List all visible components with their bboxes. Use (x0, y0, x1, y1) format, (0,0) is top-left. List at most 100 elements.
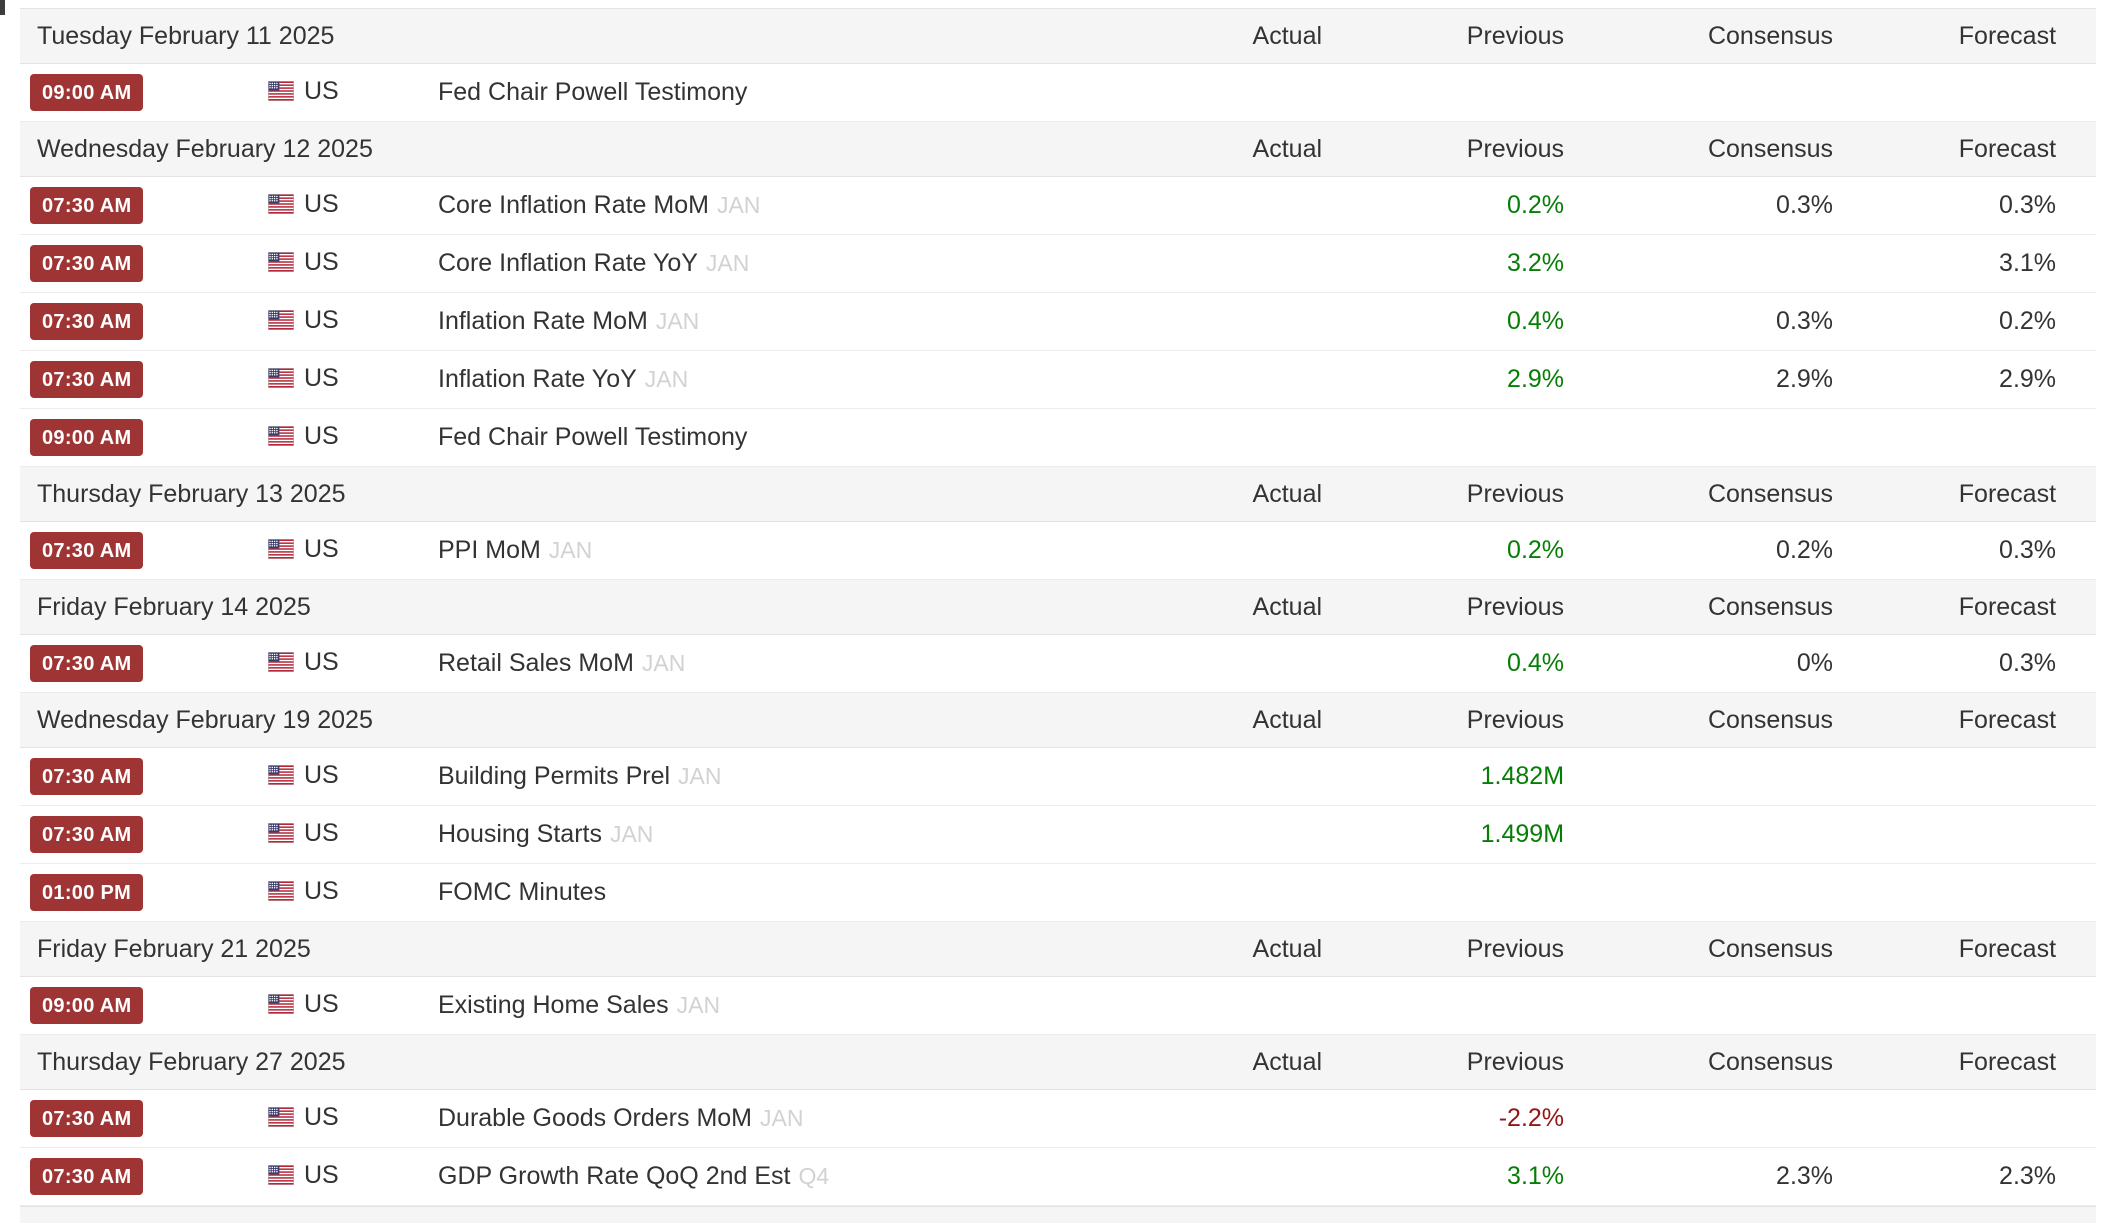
col-header-actual: Actual (1252, 479, 1323, 508)
col-header-consensus: Consensus (1707, 705, 1834, 734)
col-header-previous: Previous (1466, 21, 1565, 50)
time-badge: 07:30 AM (30, 1158, 144, 1195)
country-code: US (304, 364, 339, 392)
col-header-forecast: Forecast (1958, 134, 2057, 163)
date-header-row: Thursday February 13 2025 Actual Previous C… (20, 466, 2097, 522)
date-label: Thursday February 27 2025 (37, 1047, 346, 1076)
event-period-tag: JAN (609, 821, 654, 847)
event-row[interactable]: 09:00 AM US Fed Chair Powell Testimony (20, 408, 2097, 467)
country-code: US (304, 306, 339, 334)
previous-value: 2.9% (1507, 365, 1565, 393)
event-period-tag: JAN (678, 763, 722, 789)
event-period-tag: JAN (655, 308, 700, 334)
country-code: US (304, 648, 339, 676)
event-link[interactable]: Core Inflation Rate MoM (438, 191, 709, 219)
forecast-value (1873, 409, 2096, 467)
event-link[interactable]: Core Inflation Rate YoY (438, 249, 698, 277)
consensus-value: 0% (1796, 649, 1834, 677)
actual-value (1038, 235, 1362, 293)
event-row[interactable]: 01:00 PM US FOMC Minutes (20, 863, 2097, 922)
time-badge: 07:30 AM (30, 303, 144, 340)
col-header-actual: Actual (1252, 21, 1323, 50)
us-flag-icon (268, 308, 294, 337)
forecast-value: 2.3% (1999, 1162, 2057, 1190)
previous-value: 0.2% (1507, 191, 1565, 219)
consensus-value: 0.3% (1776, 307, 1834, 335)
event-row[interactable]: 07:30 AM US Core Inflation Rate MoM JAN 0.2%… (20, 176, 2097, 235)
event-link[interactable]: Durable Goods Orders MoM (438, 1104, 753, 1132)
event-row[interactable]: 07:30 AM US PPI MoM JAN 0.2% 0.2% 0.3% (20, 521, 2097, 580)
previous-value: 3.1% (1507, 1162, 1565, 1190)
forecast-value: 0.3% (1999, 191, 2057, 219)
time-badge: 07:30 AM (30, 816, 144, 853)
col-header-actual: Actual (1252, 592, 1323, 621)
event-link[interactable]: FOMC Minutes (438, 878, 607, 906)
event-row[interactable]: 07:30 AM US Core Inflation Rate YoY JAN 3.2%… (20, 234, 2097, 293)
event-link[interactable]: GDP Growth Rate QoQ 2nd Est (438, 1162, 791, 1190)
event-row[interactable]: 07:30 AM US Housing Starts JAN 1.499M (20, 805, 2097, 864)
date-label: Wednesday February 12 2025 (37, 134, 373, 163)
country-code: US (304, 1103, 339, 1131)
previous-value (1362, 864, 1604, 922)
col-header-actual: Actual (1252, 934, 1323, 963)
event-link[interactable]: Retail Sales MoM (438, 649, 634, 677)
event-row[interactable]: 07:30 AM US GDP Growth Rate QoQ 2nd Est Q4 3… (20, 1147, 2097, 1206)
consensus-value (1604, 748, 1873, 806)
country-code: US (304, 77, 339, 105)
country-code: US (304, 535, 339, 563)
us-flag-icon (268, 79, 294, 108)
event-link[interactable]: PPI MoM (438, 536, 541, 564)
event-row[interactable]: 09:00 AM US Existing Home Sales JAN (20, 976, 2097, 1035)
date-label: Friday February 14 2025 (37, 592, 311, 621)
consensus-value (1604, 806, 1873, 864)
event-row[interactable]: 07:30 AM US Building Permits Prel JAN 1.482M (20, 747, 2097, 806)
date-header-row: Thursday February 27 2025 Actual Previous C… (20, 1034, 2097, 1090)
event-row[interactable]: 07:30 AM US Inflation Rate MoM JAN 0.4% 0.3% 0… (20, 292, 2097, 351)
us-flag-icon (268, 992, 294, 1021)
previous-value: 1.482M (1480, 762, 1565, 790)
col-header-previous: Previous (1466, 479, 1565, 508)
col-header-actual: Actual (1252, 705, 1323, 734)
event-row[interactable]: 07:30 AM US Durable Goods Orders MoM JAN -2.… (20, 1089, 2097, 1148)
event-row[interactable]: 07:30 AM US Inflation Rate YoY JAN 2.9% 2.9% 2… (20, 350, 2097, 409)
actual-value (1038, 806, 1362, 864)
us-flag-icon (268, 537, 294, 566)
next-date-row-partial (20, 1206, 2096, 1223)
forecast-value: 0.2% (1999, 307, 2057, 335)
event-link[interactable]: Building Permits Prel (438, 762, 671, 790)
time-badge: 07:30 AM (30, 758, 144, 795)
us-flag-icon (268, 763, 294, 792)
country-code: US (304, 819, 339, 847)
time-badge: 09:00 AM (30, 987, 144, 1024)
us-flag-icon (268, 650, 294, 679)
date-label: Tuesday February 11 2025 (37, 21, 335, 50)
col-header-forecast: Forecast (1958, 705, 2057, 734)
col-header-consensus: Consensus (1707, 134, 1834, 163)
event-period-tag: JAN (644, 366, 689, 392)
event-link[interactable]: Fed Chair Powell Testimony (438, 78, 748, 106)
event-link[interactable]: Inflation Rate YoY (438, 365, 637, 393)
event-row[interactable]: 09:00 AM US Fed Chair Powell Testimony (20, 63, 2097, 122)
forecast-value (1873, 748, 2096, 806)
us-flag-icon (268, 424, 294, 453)
actual-value (1038, 409, 1362, 467)
event-link[interactable]: Housing Starts (438, 820, 602, 848)
event-link[interactable]: Inflation Rate MoM (438, 307, 648, 335)
country-code: US (304, 990, 339, 1018)
event-link[interactable]: Existing Home Sales (438, 991, 669, 1019)
country-code: US (304, 1161, 339, 1189)
date-header-row: Wednesday February 19 2025 Actual Previous… (20, 692, 2097, 748)
us-flag-icon (268, 250, 294, 279)
country-code: US (304, 761, 339, 789)
time-badge: 07:30 AM (30, 361, 144, 398)
event-row[interactable]: 07:30 AM US Retail Sales MoM JAN 0.4% 0% 0.3% (20, 634, 2097, 693)
forecast-value: 0.3% (1999, 649, 2057, 677)
col-header-forecast: Forecast (1958, 1047, 2057, 1076)
actual-value (1038, 977, 1362, 1035)
time-badge: 01:00 PM (30, 874, 144, 911)
event-link[interactable]: Fed Chair Powell Testimony (438, 423, 748, 451)
col-header-consensus: Consensus (1707, 1047, 1834, 1076)
actual-value (1038, 64, 1362, 122)
actual-value (1038, 1148, 1362, 1206)
us-flag-icon (268, 1163, 294, 1192)
